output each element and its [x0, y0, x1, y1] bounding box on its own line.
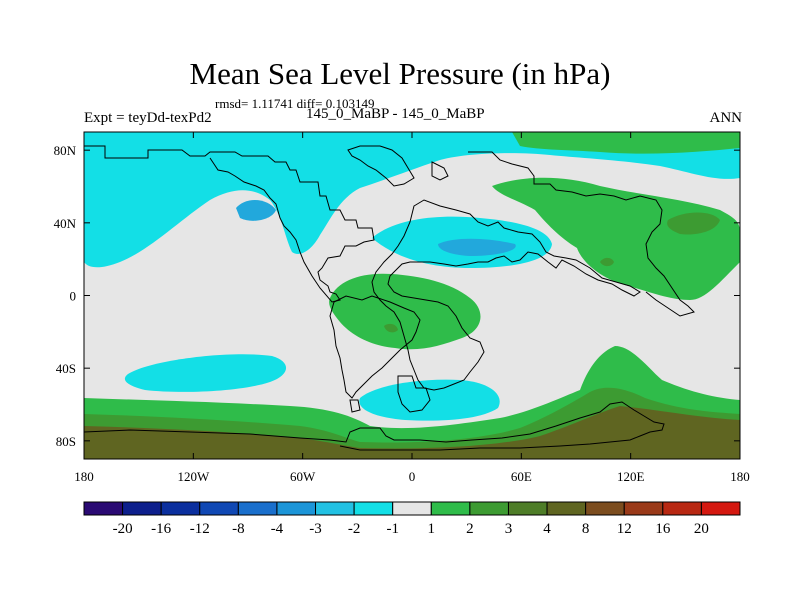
colorbar-label: -2	[348, 521, 361, 537]
colorbar-label: 20	[694, 521, 709, 537]
north-atlantic-moderate-negative	[438, 238, 516, 256]
x-tick-label: 120W	[177, 469, 210, 484]
antarctica-coastline	[84, 401, 665, 451]
north-pacific-moderate-negative	[236, 199, 276, 221]
colorbar-label: 1	[428, 521, 436, 537]
x-tick-label: 120E	[617, 469, 645, 484]
siberia-coastline	[431, 151, 695, 317]
colorbar-label: -3	[309, 521, 322, 537]
y-tick-label: 0	[70, 289, 77, 304]
x-tick-label: 180	[730, 469, 750, 484]
colorbar-swatch	[546, 501, 587, 516]
colorbar-swatch	[353, 501, 394, 516]
plot-subtitle: 145_0_MaBP - 145_0_MaBP	[306, 106, 485, 122]
north-negative-anomaly	[84, 132, 740, 268]
tropical-positive-anomaly	[329, 273, 481, 350]
y-tick-label: 40S	[56, 361, 76, 376]
plot-title: Mean Sea Level Pressure (in hPa)	[189, 56, 611, 91]
colorbar-swatch	[507, 501, 548, 516]
experiment-label: Expt = teyDd-texPd2	[84, 110, 212, 126]
y-tick-label: 80N	[54, 143, 77, 158]
colorbar-swatch	[662, 501, 702, 516]
colorbar-swatch	[315, 501, 355, 516]
colorbar-label: 12	[617, 521, 632, 537]
colorbar-label: -4	[271, 521, 284, 537]
colorbar-swatch	[199, 501, 239, 516]
arctic-positive-anomaly	[512, 132, 740, 154]
season-label: ANN	[709, 110, 743, 126]
colorbar-label: 2	[466, 521, 474, 537]
colorbar-swatch	[700, 501, 741, 516]
colorbar-swatch	[160, 501, 201, 516]
y-tick-label: 80S	[56, 434, 76, 449]
colorbar-labels: -20 -16 -12 -8 -4 -3 -2 -1 1 2 3 4 8 12 16 20	[113, 521, 709, 537]
x-axis-tick-labels: 180 120W 60W 0 60E 120E 180	[74, 469, 750, 484]
x-tick-label: 180	[74, 469, 94, 484]
y-axis-tick-labels: 80N 40N 0 40S 80S	[54, 143, 77, 449]
x-tick-label: 60E	[511, 469, 532, 484]
x-tick-label: 0	[409, 469, 416, 484]
eurasia-africa-coastline	[371, 199, 641, 391]
x-tick-label: 60W	[290, 469, 316, 484]
south-pacific-negative-anomaly	[124, 354, 287, 392]
north-america-coastline	[84, 145, 375, 303]
colorbar-swatch	[392, 501, 432, 516]
colorbar-swatch	[430, 501, 471, 516]
colorbar-label: -20	[113, 521, 133, 537]
axis-tick-marks	[83, 132, 741, 459]
colorbar-label: 4	[543, 521, 551, 537]
southern-continent-coastline	[349, 375, 431, 413]
y-tick-label: 40N	[54, 216, 77, 231]
colorbar-label: 16	[655, 521, 671, 537]
colorbar-label: -12	[190, 521, 210, 537]
colorbar-swatch	[237, 501, 278, 516]
south-america-coastline	[329, 295, 421, 399]
colorbar-label: -8	[232, 521, 245, 537]
coastline-overlay	[84, 145, 695, 451]
colorbar-swatch	[276, 501, 317, 516]
colorbar-label: -16	[151, 521, 171, 537]
rmsd-diff-stats: rmsd= 1.11741 diff= 0.103149	[215, 96, 375, 111]
tropical-moderate-positive	[384, 323, 398, 333]
antarctic-strong-positive	[84, 406, 740, 459]
colorbar-swatch	[83, 501, 124, 516]
map-field	[84, 132, 740, 459]
colorbar-label: 8	[582, 521, 590, 537]
colorbar-swatch	[623, 501, 664, 516]
central-asia-moderate-positive	[600, 257, 614, 267]
colorbar-label: -1	[386, 521, 399, 537]
colorbar	[83, 501, 741, 516]
colorbar-swatch	[585, 501, 625, 516]
greenland-coastline	[347, 145, 415, 187]
eurasia-positive-anomaly	[492, 177, 740, 300]
colorbar-label: 3	[505, 521, 513, 537]
colorbar-swatch	[122, 501, 162, 516]
eurasia-moderate-positive	[667, 212, 720, 235]
colorbar-swatch	[469, 501, 509, 516]
